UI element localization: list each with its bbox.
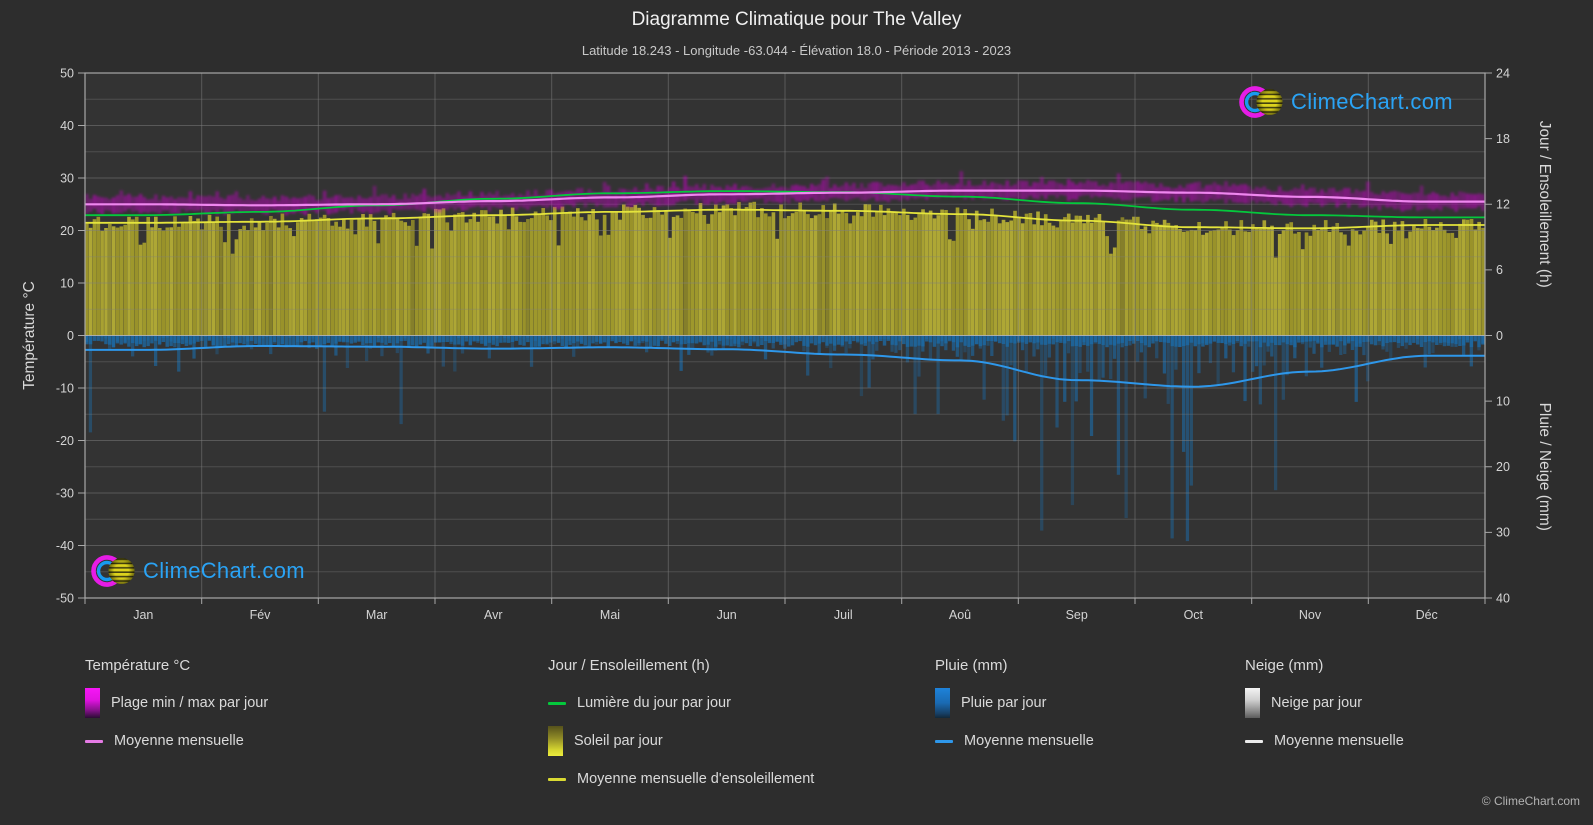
svg-text:24: 24 <box>1496 66 1510 80</box>
legend-item: Moyenne mensuelle <box>935 722 1094 760</box>
svg-text:Oct: Oct <box>1184 608 1204 622</box>
magenta-line-swatch <box>85 739 103 743</box>
svg-text:40: 40 <box>60 119 74 133</box>
white-line-swatch <box>1245 739 1263 743</box>
svg-text:Jan: Jan <box>133 608 153 622</box>
right-axis-title-sun: Jour / Ensoleillement (h) <box>1536 121 1553 288</box>
svg-text:Juil: Juil <box>834 608 853 622</box>
legend-section-2: Jour / Ensoleillement (h) Lumière du jour… <box>548 652 814 798</box>
svg-text:30: 30 <box>60 171 74 185</box>
legend-item: Soleil par jour <box>548 722 814 760</box>
legend-item: Pluie par jour <box>935 684 1094 722</box>
legend-section-title: Pluie (mm) <box>935 656 1008 674</box>
svg-text:40: 40 <box>1496 591 1510 605</box>
legend-section-title: Température °C <box>85 656 191 674</box>
svg-text:-50: -50 <box>56 591 74 605</box>
legend-item: Moyenne mensuelle d'ensoleillement <box>548 760 814 798</box>
climechart-logo-icon <box>91 555 135 587</box>
white-block-swatch <box>1245 688 1260 718</box>
svg-text:30: 30 <box>1496 526 1510 540</box>
legend-item-label: Moyenne mensuelle <box>114 733 244 749</box>
legend-item: Lumière du jour par jour <box>548 684 814 722</box>
temp-mean-line <box>85 189 1485 207</box>
climechart-logo-text: ClimeChart.com <box>1291 89 1453 114</box>
svg-text:50: 50 <box>60 66 74 80</box>
axis-ticks-labels: 50 40 30 20 10 0 -10 -20 -30 -40 -50 24 18 12 6 0 10 20 30… <box>56 66 1510 622</box>
legend-section-title: Jour / Ensoleillement (h) <box>548 656 710 674</box>
climechart-logo-text: ClimeChart.com <box>143 558 305 583</box>
legend-item: Neige par jour <box>1245 684 1404 722</box>
legend-item-label: Lumière du jour par jour <box>577 695 731 711</box>
legend-section-3: Pluie (mm) Pluie par jour Moyenne mensuell… <box>935 652 1094 760</box>
svg-text:0: 0 <box>1496 329 1503 343</box>
blue-line-swatch <box>935 739 953 743</box>
svg-text:-20: -20 <box>56 434 74 448</box>
page-subtitle: Latitude 18.243 - Longitude -63.044 - Él… <box>581 43 1012 58</box>
svg-text:10: 10 <box>60 276 74 290</box>
magenta-block-swatch <box>85 688 100 718</box>
green-line-swatch <box>548 701 566 705</box>
legend-item-label: Pluie par jour <box>961 695 1047 711</box>
gridlines <box>84 73 1486 598</box>
svg-text:-30: -30 <box>56 486 74 500</box>
svg-text:20: 20 <box>1496 460 1510 474</box>
svg-text:Aoû: Aoû <box>949 608 971 622</box>
right-axis-title-precip: Pluie / Neige (mm) <box>1536 403 1553 531</box>
left-axis-title: Température °C <box>21 281 38 390</box>
svg-text:20: 20 <box>60 224 74 238</box>
legend-item-label: Neige par jour <box>1271 695 1363 711</box>
svg-text:Nov: Nov <box>1299 608 1322 622</box>
svg-text:18: 18 <box>1496 132 1510 146</box>
svg-text:10: 10 <box>1496 394 1510 408</box>
climechart-watermark-top-right: ClimeChart.com <box>1238 82 1453 122</box>
legend-section-1: Température °C Plage min / max par jour Mo… <box>85 652 268 760</box>
daylight-line <box>85 190 1485 219</box>
legend-section-title: Neige (mm) <box>1245 656 1324 674</box>
svg-text:Avr: Avr <box>484 608 503 622</box>
sunshine-mean-line <box>85 208 1485 230</box>
svg-text:Sep: Sep <box>1066 608 1088 622</box>
svg-text:Mai: Mai <box>600 608 620 622</box>
yellow-block-swatch <box>548 726 563 756</box>
legend-item-label: Moyenne mensuelle <box>1274 733 1404 749</box>
svg-text:6: 6 <box>1496 263 1503 277</box>
svg-text:12: 12 <box>1496 198 1510 212</box>
svg-text:-40: -40 <box>56 539 74 553</box>
climechart-logo-icon <box>1239 86 1283 118</box>
legend-item: Moyenne mensuelle <box>85 722 268 760</box>
svg-text:0: 0 <box>67 329 74 343</box>
rain-mean-line <box>85 345 1485 388</box>
legend-section-4: Neige (mm) Neige par jour Moyenne mensuell… <box>1245 652 1404 760</box>
climechart-watermark-bottom-left: ClimeChart.com <box>90 551 305 591</box>
legend-item-label: Moyenne mensuelle d'ensoleillement <box>577 771 815 787</box>
rain-daily-bars <box>85 335 1485 542</box>
copyright-note: © ClimeChart.com <box>1481 794 1580 808</box>
legend-item: Plage min / max par jour <box>85 684 268 722</box>
legend-item: Moyenne mensuelle <box>1245 722 1404 760</box>
svg-text:-10: -10 <box>56 381 74 395</box>
yellow-line-swatch <box>548 777 566 781</box>
page-title: Diagramme Climatique pour The Valley <box>631 9 962 30</box>
legend-item-label: Plage min / max par jour <box>111 695 269 711</box>
svg-text:Fév: Fév <box>250 608 272 622</box>
svg-text:Mar: Mar <box>366 608 388 622</box>
legend-item-label: Moyenne mensuelle <box>964 733 1094 749</box>
legend-item-label: Soleil par jour <box>574 733 663 749</box>
blue-block-swatch <box>935 688 950 718</box>
svg-text:Déc: Déc <box>1416 608 1438 622</box>
svg-text:Jun: Jun <box>717 608 737 622</box>
